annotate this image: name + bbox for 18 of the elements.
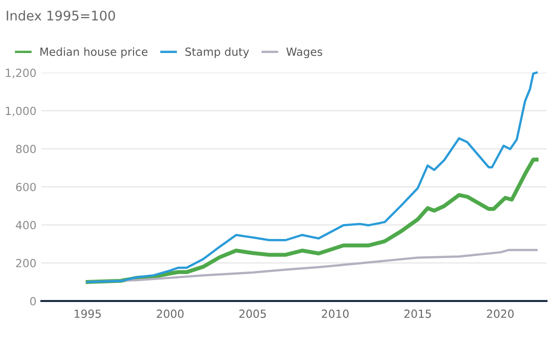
y-tick-label: 400 bbox=[16, 220, 36, 230]
x-tick-label: 2000 bbox=[156, 310, 184, 318]
y-tick-label: 0 bbox=[30, 296, 36, 306]
y-tick-label: 1,000 bbox=[6, 106, 36, 116]
y-tick-label: 800 bbox=[16, 144, 36, 154]
line-series bbox=[86, 72, 538, 284]
y-tick-label: 600 bbox=[16, 182, 36, 192]
y-tick-label: 200 bbox=[16, 258, 36, 268]
x-tick-label: 2005 bbox=[239, 310, 266, 318]
chart-title: Index 1995=100 bbox=[6, 10, 115, 21]
legend-label: Median house price bbox=[40, 47, 148, 58]
x-tick-label: 1995 bbox=[74, 310, 101, 318]
x-tick-label: 2015 bbox=[404, 310, 431, 318]
x-tick-label: 2020 bbox=[486, 310, 514, 318]
legend-label: Stamp duty bbox=[185, 47, 250, 58]
legend-label: Wages bbox=[286, 48, 322, 58]
y-tick-label: 1,200 bbox=[6, 68, 36, 78]
x-tick-label: 2010 bbox=[322, 310, 349, 318]
